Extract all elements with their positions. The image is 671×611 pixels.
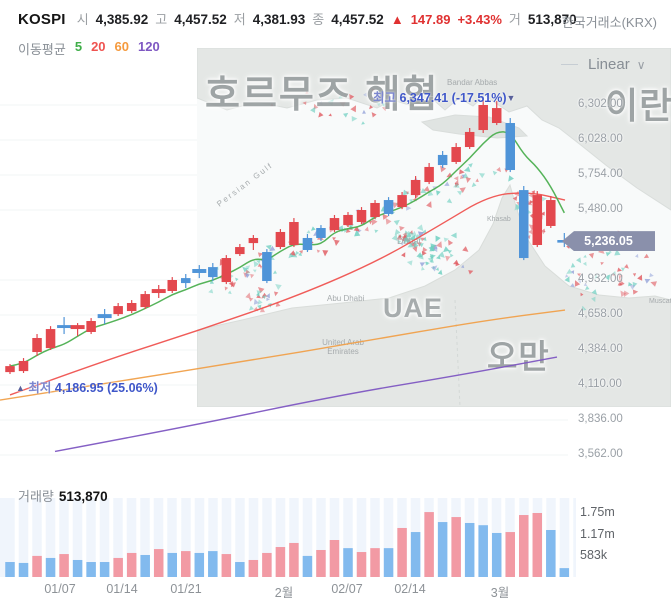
y-axis-label: 3,836.00 (578, 413, 623, 425)
y-axis-label: 5,754.00 (578, 168, 623, 180)
x-axis-label: 02/07 (331, 582, 363, 596)
high-label: 고 (155, 12, 168, 27)
ma-5-legend: 5 (74, 39, 83, 54)
ma-legend-label: 이동평균 (18, 42, 66, 57)
low-annotation: ▲ 최저 4,186.95 (25.06%) (16, 377, 158, 396)
candles (5, 99, 572, 375)
low-annotation-value: 4,186.95 (54, 381, 104, 395)
open-value: 4,385.92 (95, 12, 149, 27)
close-label: 종 (312, 12, 325, 27)
y-axis-label: 4,110.00 (578, 378, 622, 390)
y-axis-label: 4,932.00 (578, 273, 623, 285)
chevron-down-icon: ∨ (636, 57, 646, 72)
high-annotation-label: 최고 (373, 91, 397, 105)
high-annotation-pct: (-17.51%) (451, 91, 507, 105)
change-arrow-icon: ▲ (390, 12, 404, 27)
map-title-strait-of-hormuz: 호르무즈 해협 (205, 74, 440, 116)
y-axis-label: 4,658.00 (578, 308, 623, 320)
y-axis-label: 5,480.00 (578, 203, 623, 215)
symbol-name: KOSPI (18, 11, 66, 28)
y-axis-label: 4,384.00 (578, 343, 623, 355)
volume-pane-title: 거래량 513,870 (18, 486, 108, 505)
close-value: 4,457.52 (331, 12, 384, 27)
high-marker-arrow-icon: ▼ (506, 93, 516, 103)
map-place-label: Muscat (649, 298, 671, 305)
exchange-name: 한국거래소(KRX) (561, 15, 657, 30)
map-label-uae: UAE (383, 293, 444, 323)
map-graphic (197, 48, 671, 407)
change-value: 147.89 (410, 12, 451, 27)
y-axis-label: 6,302.00 (578, 98, 623, 110)
scale-dropdown-label: Linear (588, 56, 630, 73)
volume-pane-label: 거래량 (18, 489, 54, 504)
volume-axis-label: 583k (580, 548, 608, 563)
y-axis-label: 3,562.00 (578, 448, 623, 460)
ma-120-legend: 120 (138, 39, 160, 54)
x-axis-label: 2월 (274, 586, 294, 600)
map-place-label: Bandar Abbas (447, 78, 498, 87)
map-place-label: Dubai (397, 236, 421, 246)
volume-label: 거 (508, 12, 521, 27)
low-marker-arrow-icon: ▲ (16, 383, 25, 393)
map-place-label: United Arab Emirates (322, 338, 364, 356)
x-axis-label: 02/14 (394, 582, 426, 596)
x-axis-label: 01/14 (106, 582, 138, 596)
low-annotation-pct: (25.06%) (107, 381, 158, 395)
change-percent: +3.43% (457, 12, 502, 27)
current-price-badge: 5,236.05 (562, 231, 655, 252)
y-axis-label: 6,028.00 (578, 133, 623, 145)
volume-axis-label: 1.17m (580, 526, 615, 541)
map-label-iran: 이란 (605, 85, 671, 126)
map-place-label: Abu Dhabi (327, 294, 365, 303)
map-road-dash (561, 64, 578, 65)
ma-legend: 이동평균 5 20 60 120 (18, 39, 160, 58)
low-value: 4,381.93 (252, 12, 306, 27)
map-place-label: Khasab (487, 216, 511, 223)
map-overlay-hormuz-strait: 호르무즈 해협 이란 UAE 오만 Bandar Abbas Dubai Abu D… (197, 48, 671, 407)
quote-header: KOSPI 시 4,385.92 고 4,457.52 저 4,381.93 종 4,4… (18, 9, 577, 28)
volume-pane-value: 513,870 (58, 489, 108, 504)
high-value: 4,457.52 (174, 12, 227, 27)
volume-axis-label: 1.75m (580, 505, 615, 520)
high-annotation-value: 6,347.41 (399, 91, 449, 105)
ma-60-legend: 60 (114, 39, 130, 54)
low-annotation-label: 최저 (28, 381, 52, 395)
volume-bars (5, 512, 570, 577)
x-axis-label: 01/21 (170, 582, 202, 596)
high-annotation: 최고 6,347.41 (-17.51%)▼ (373, 87, 515, 106)
ma-20-legend: 20 (91, 39, 106, 54)
x-axis-label: 01/07 (44, 582, 76, 596)
scale-dropdown[interactable]: Linear ∨ (588, 56, 646, 73)
x-axis-label: 3월 (490, 586, 510, 600)
open-label: 시 (76, 12, 89, 27)
low-label: 저 (233, 12, 246, 27)
volume-value: 513,870 (527, 12, 577, 27)
